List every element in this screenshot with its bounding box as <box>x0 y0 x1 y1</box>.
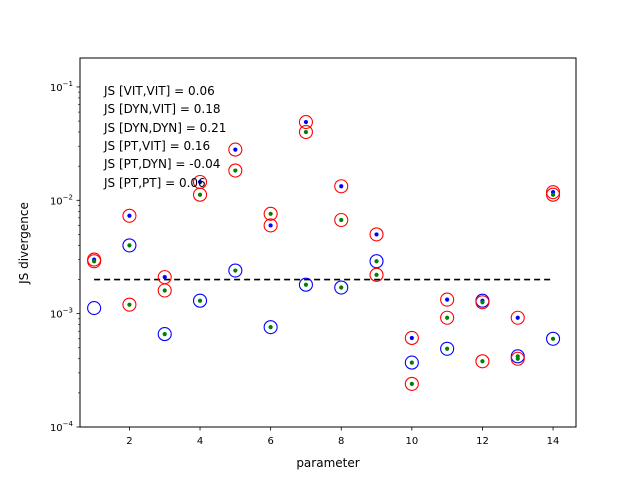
dot-point <box>550 336 556 341</box>
open-circle-point <box>369 227 384 242</box>
open-circle-point <box>404 376 419 391</box>
open-circle-point <box>404 330 419 346</box>
open-circle-point <box>334 280 349 295</box>
dot-point <box>268 325 273 330</box>
dot-point <box>409 335 414 341</box>
x-axis-label: parameter <box>296 456 359 470</box>
annotation-line: JS [PT,DYN] = -0.04 <box>103 157 220 171</box>
open-circle-point <box>298 124 313 140</box>
annotation-line: JS [VIT,VIT] = 0.06 <box>103 84 215 98</box>
open-circle-point <box>369 254 384 269</box>
points-layer <box>87 115 561 391</box>
open-circle-point <box>404 355 419 370</box>
open-circle-point <box>510 351 525 366</box>
dot-point <box>480 300 485 305</box>
dot-point <box>303 129 309 135</box>
y-tick-label: 10−3 <box>50 307 73 321</box>
x-tick-label: 4 <box>197 436 203 447</box>
open-circle-point <box>475 295 490 310</box>
open-circle-point <box>546 331 561 346</box>
open-circle-point <box>228 263 243 278</box>
open-circle-point <box>440 310 455 325</box>
open-circle-point <box>122 238 137 253</box>
open-circle-point <box>157 327 172 342</box>
open-circle-point <box>263 320 278 335</box>
open-circle-point <box>87 301 102 316</box>
dot-point <box>233 147 238 152</box>
dot-point <box>445 315 450 320</box>
y-tick-label: 10−1 <box>50 80 73 94</box>
dot-point <box>162 288 167 293</box>
open-circle-point <box>369 267 384 282</box>
dot-point <box>445 346 450 351</box>
x-tick-label: 6 <box>267 436 273 447</box>
y-axis-label: JS divergence <box>17 202 31 285</box>
dot-point <box>197 192 203 197</box>
open-circle-point <box>334 179 349 194</box>
dot-point <box>303 282 309 287</box>
dot-point <box>92 259 97 264</box>
open-circle-point <box>122 208 137 223</box>
dot-point <box>127 213 132 218</box>
x-tick-label: 14 <box>547 436 560 447</box>
dot-point <box>162 275 167 280</box>
open-circle-point <box>440 292 455 307</box>
annotation-line: JS [PT,VIT] = 0.16 <box>103 139 210 153</box>
dot-point <box>409 381 414 387</box>
tick-layer: 2 4 6 8 10 12 14 10−4 10−3 10−2 10−1 <box>50 80 559 447</box>
open-circle-point <box>192 187 208 202</box>
dot-point <box>233 268 238 273</box>
open-circle-point <box>122 297 137 312</box>
dot-point <box>339 217 344 223</box>
dot-point <box>268 223 273 228</box>
open-circle-point <box>475 354 490 369</box>
dot-point <box>339 184 344 189</box>
x-tick-label: 8 <box>338 436 344 447</box>
y-tick-label: 10−2 <box>50 193 73 207</box>
dot-point <box>374 232 379 237</box>
dot-point <box>374 259 379 264</box>
annotation-layer: JS [VIT,VIT] = 0.06 JS [DYN,VIT] = 0.18 … <box>103 84 226 190</box>
dot-point <box>268 211 273 216</box>
dot-point <box>233 168 238 173</box>
open-circle-point <box>298 277 313 292</box>
plot-frame <box>79 57 577 428</box>
open-circle-point <box>298 115 313 130</box>
open-circle-point <box>546 187 561 202</box>
annotation-line: JS [DYN,VIT] = 0.18 <box>103 102 221 116</box>
open-circle-point <box>263 206 278 221</box>
x-tick-label: 2 <box>126 436 132 447</box>
dot-point <box>409 360 414 365</box>
x-tick-label: 12 <box>476 436 489 447</box>
dot-point <box>303 119 309 125</box>
x-tick-label: 10 <box>405 436 418 447</box>
dot-point <box>127 243 132 248</box>
dot-point <box>374 272 379 277</box>
open-circle-point <box>440 341 455 356</box>
dot-point <box>515 315 520 320</box>
dot-point <box>339 285 344 290</box>
dot-point <box>127 302 132 307</box>
y-tick-label: 10−4 <box>50 420 74 434</box>
dot-point <box>550 192 556 197</box>
dot-point <box>515 356 520 361</box>
annotation-line: JS [DYN,DYN] = 0.21 <box>103 121 226 135</box>
open-circle-point <box>228 142 243 157</box>
dot-point <box>162 332 167 337</box>
open-circle-point <box>228 163 243 178</box>
plot-area <box>80 58 576 427</box>
dot-point <box>197 298 203 303</box>
open-circle-point <box>157 283 172 298</box>
open-circle-point <box>192 293 208 308</box>
open-circle-point <box>87 254 102 269</box>
annotation-line: JS [PT,PT] = 0.06 <box>103 176 206 190</box>
open-circle-point <box>263 218 278 233</box>
open-circle-point <box>334 212 349 228</box>
open-circle-point <box>510 310 525 325</box>
dot-point <box>445 297 450 302</box>
dot-point <box>480 359 485 364</box>
dot-point <box>197 179 203 185</box>
